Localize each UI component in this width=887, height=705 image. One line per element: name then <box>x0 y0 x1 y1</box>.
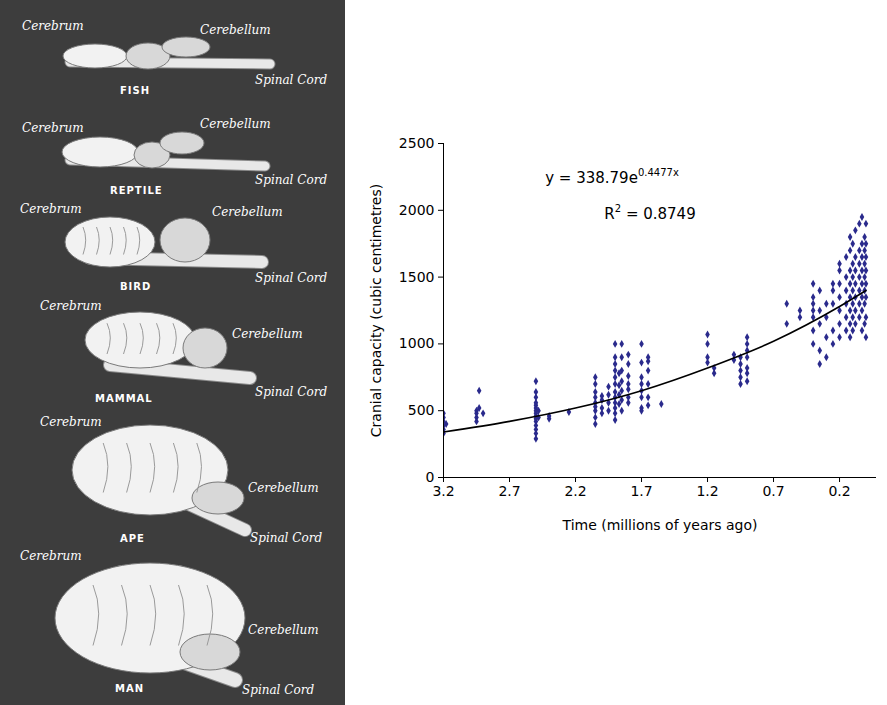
svg-text:BIRD: BIRD <box>120 281 151 292</box>
svg-text:Cerebrum: Cerebrum <box>22 19 84 33</box>
svg-text:REPTILE: REPTILE <box>110 185 163 196</box>
svg-text:Spinal Cord: Spinal Cord <box>255 173 327 187</box>
svg-text:1.2: 1.2 <box>696 483 718 499</box>
svg-text:2.7: 2.7 <box>498 483 520 499</box>
svg-text:1500: 1500 <box>399 269 435 285</box>
svg-text:APE: APE <box>120 533 145 544</box>
svg-text:Cerebellum: Cerebellum <box>200 23 271 37</box>
svg-text:0: 0 <box>425 469 435 485</box>
svg-text:Cerebrum: Cerebrum <box>20 202 82 216</box>
svg-text:Cerebrum: Cerebrum <box>40 415 102 429</box>
svg-text:3.2: 3.2 <box>432 483 454 499</box>
svg-text:Spinal Cord: Spinal Cord <box>250 531 322 545</box>
svg-text:Cerebrum: Cerebrum <box>40 299 102 313</box>
svg-text:Cerebrum: Cerebrum <box>22 121 84 135</box>
svg-text:500: 500 <box>408 402 435 418</box>
svg-text:Cerebellum: Cerebellum <box>212 205 283 219</box>
svg-text:Cranial capacity (cubic centim: Cranial capacity (cubic centimetres) <box>368 184 384 437</box>
svg-text:MAMMAL: MAMMAL <box>95 393 153 404</box>
svg-text:Spinal Cord: Spinal Cord <box>242 683 314 697</box>
svg-text:Cerebellum: Cerebellum <box>200 117 271 131</box>
svg-text:Cerebrum: Cerebrum <box>20 549 82 563</box>
svg-text:Cerebellum: Cerebellum <box>248 481 319 495</box>
svg-text:2000: 2000 <box>399 202 435 218</box>
svg-text:MAN: MAN <box>115 683 144 694</box>
svg-text:2.2: 2.2 <box>564 483 586 499</box>
svg-text:Spinal Cord: Spinal Cord <box>255 385 327 399</box>
svg-text:0.2: 0.2 <box>828 483 850 499</box>
svg-text:Spinal Cord: Spinal Cord <box>255 73 327 87</box>
svg-text:Cerebellum: Cerebellum <box>248 623 319 637</box>
svg-text:FISH: FISH <box>120 85 150 96</box>
svg-text:y = 338.79e0.4477x: y = 338.79e0.4477x <box>545 167 679 187</box>
svg-text:R2 = 0.8749: R2 = 0.8749 <box>604 203 695 223</box>
svg-text:1000: 1000 <box>399 335 435 351</box>
svg-text:1.7: 1.7 <box>630 483 652 499</box>
svg-text:0.7: 0.7 <box>762 483 784 499</box>
svg-text:2500: 2500 <box>399 135 435 151</box>
svg-text:Spinal Cord: Spinal Cord <box>255 271 327 285</box>
svg-text:Cerebellum: Cerebellum <box>232 327 303 341</box>
svg-text:Time (millions of years ago): Time (millions of years ago) <box>562 517 758 533</box>
